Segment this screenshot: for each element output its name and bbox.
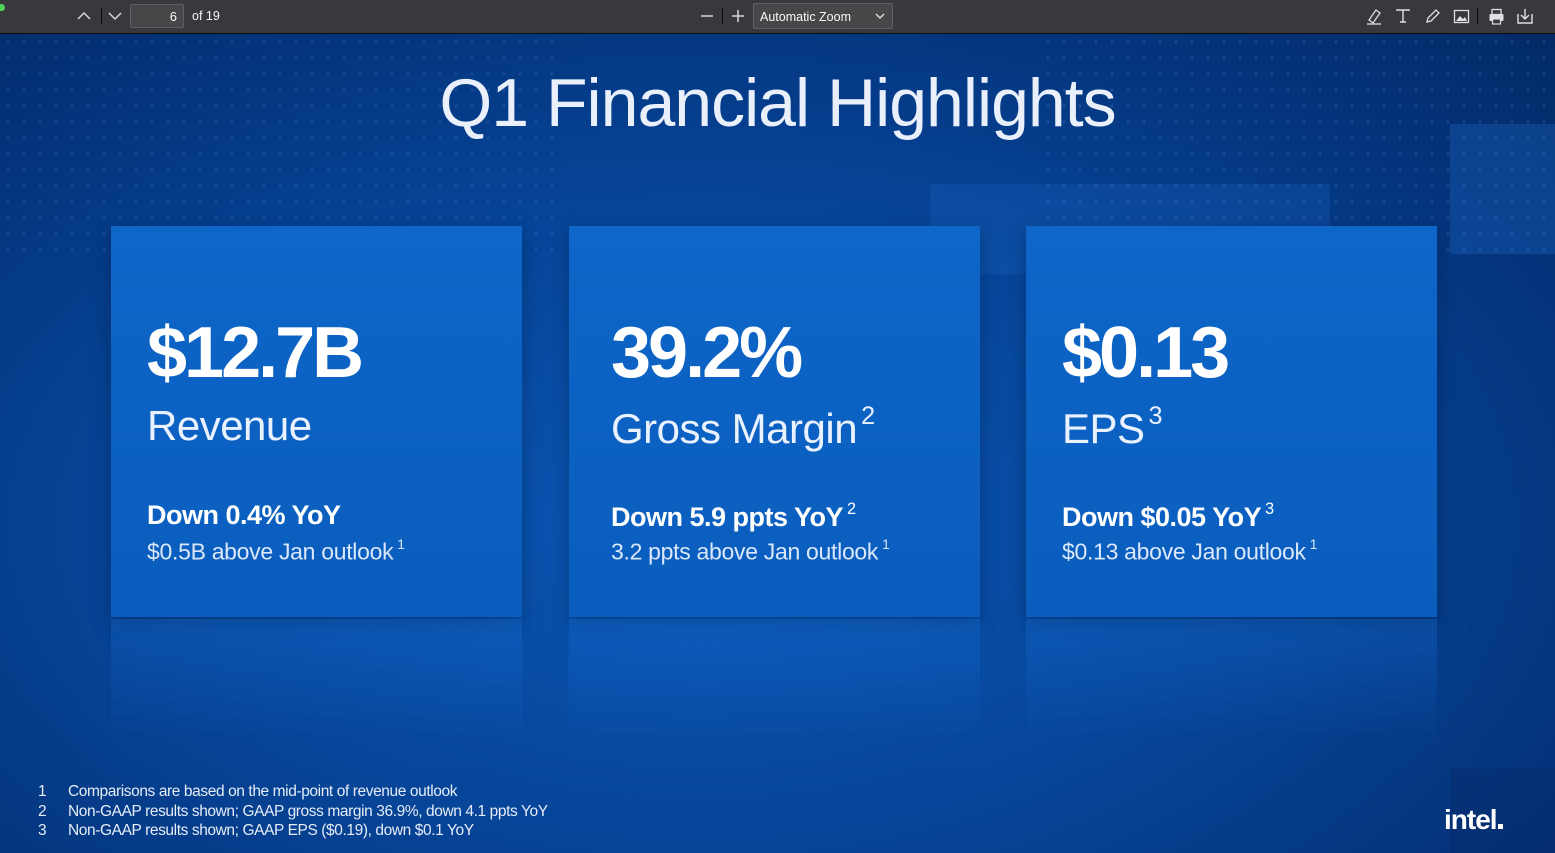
footnote: 1 Comparisons are based on the mid-point … [38, 783, 458, 800]
metric-value: $0.13 [1062, 313, 1230, 393]
zoom-out-button[interactable] [695, 5, 719, 27]
next-page-button[interactable] [103, 5, 127, 27]
metric-outlook: $0.13 above Jan outlook 1 [1062, 537, 1318, 565]
card-reflection [1026, 619, 1437, 739]
pdf-toolbar: of 19 Automatic Zoom [0, 0, 1555, 34]
metric-card-eps: $0.13 EPS 3 Down $0.05 YoY 3 $0.13 above J… [1026, 226, 1437, 617]
metric-change: Down 0.4% YoY [147, 500, 341, 530]
metric-change: Down $0.05 YoY 3 [1062, 500, 1274, 533]
footnote-ref: 1 [1309, 537, 1318, 552]
image-button[interactable] [1449, 5, 1473, 27]
card-reflection [569, 619, 980, 739]
footnote-ref: 2 [847, 500, 856, 518]
image-icon [1453, 9, 1469, 23]
decorative-block [1450, 769, 1555, 853]
chevron-down-icon [108, 12, 122, 21]
metric-label: Gross Margin 2 [611, 402, 875, 452]
decorative-dot-grid [80, 624, 1480, 774]
highlight-button[interactable] [1362, 5, 1386, 27]
status-indicator [0, 4, 5, 11]
metric-change: Down 5.9 ppts YoY 2 [611, 500, 856, 533]
metric-card-revenue: $12.7B Revenue Down 0.4% YoY $0.5B above… [111, 226, 522, 617]
highlighter-icon [1367, 9, 1381, 25]
metric-outlook: 3.2 ppts above Jan outlook 1 [611, 537, 890, 565]
metric-outlook: $0.5B above Jan outlook 1 [147, 537, 405, 565]
print-button[interactable] [1484, 5, 1508, 27]
zoom-in-button[interactable] [726, 5, 750, 27]
slide-title: Q1 Financial Highlights [439, 65, 1116, 141]
chevron-down-icon [875, 13, 885, 20]
page-number-input[interactable] [130, 4, 184, 28]
metric-label: EPS 3 [1062, 402, 1163, 452]
footnotes: 1 Comparisons are based on the mid-point … [38, 782, 548, 841]
footnote: 3 Non-GAAP results shown; GAAP EPS ($0.19… [38, 822, 474, 839]
slide-page: Q1 Financial Highlights $12.7B Revenue D… [0, 34, 1555, 853]
text-icon [1396, 9, 1410, 23]
footnote-ref: 2 [861, 402, 875, 430]
metric-card-gross-margin: 39.2% Gross Margin 2 Down 5.9 ppts YoY 2 3… [569, 226, 980, 617]
divider [101, 8, 102, 24]
footnote-ref: 1 [397, 537, 405, 552]
decorative-dot-grid [1040, 34, 1555, 264]
zoom-value: Automatic Zoom [760, 10, 852, 24]
intel-logo: intel [1444, 804, 1503, 836]
metric-value: $12.7B [147, 313, 364, 393]
draw-button[interactable] [1420, 5, 1444, 27]
footnote-ref: 3 [1148, 402, 1163, 430]
metric-label: Revenue [147, 402, 312, 449]
plus-icon [732, 10, 744, 22]
card-reflection [111, 619, 522, 739]
pencil-icon [1425, 8, 1440, 23]
decorative-block [1450, 124, 1555, 254]
previous-page-button[interactable] [72, 5, 96, 27]
save-button[interactable] [1513, 5, 1537, 27]
divider [722, 8, 723, 24]
chevron-up-icon [77, 11, 91, 20]
footnote-ref: 1 [882, 537, 890, 552]
zoom-select[interactable]: Automatic Zoom [753, 3, 893, 29]
footnote: 2 Non-GAAP results shown; GAAP gross marg… [38, 802, 548, 820]
decorative-dot-grid [0, 34, 560, 254]
text-button[interactable] [1391, 5, 1415, 27]
metric-value: 39.2% [611, 313, 803, 393]
minus-icon [701, 15, 713, 17]
footnote-ref: 3 [1265, 500, 1274, 518]
page-count: of 19 [192, 9, 220, 23]
download-icon [1517, 8, 1533, 24]
printer-icon [1489, 8, 1503, 25]
divider [1477, 8, 1478, 24]
